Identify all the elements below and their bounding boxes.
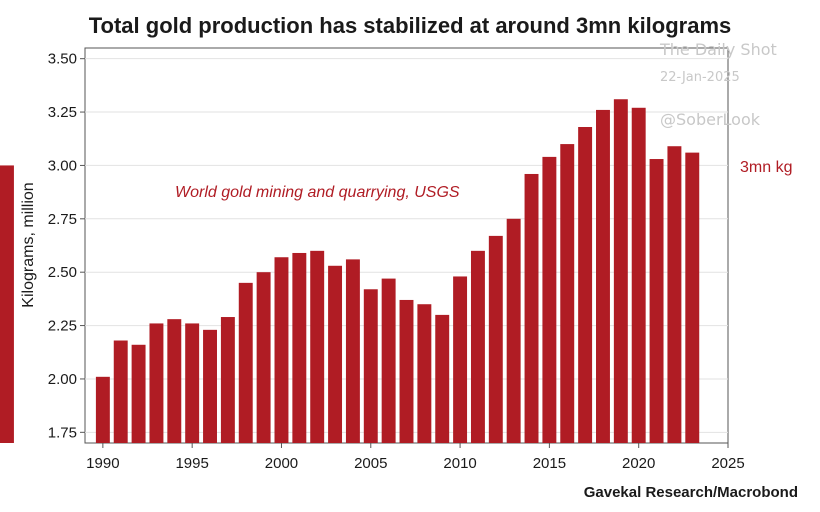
bar-2021 — [649, 159, 664, 443]
x-tick-label: 2000 — [265, 455, 298, 472]
side-label-3mn-kg: 3mn kg — [740, 159, 792, 176]
bar-2011 — [470, 250, 485, 443]
bar-2003 — [328, 265, 343, 443]
bar-2010 — [453, 276, 468, 443]
source-credit: Gavekal Research/Macrobond — [584, 484, 798, 501]
bar-2022 — [667, 146, 682, 443]
bar-2019 — [613, 99, 628, 444]
bar-2017 — [578, 127, 593, 443]
y-tick-label: 3.25 — [48, 104, 77, 121]
bar-2015 — [542, 156, 557, 443]
x-tick-label: 2020 — [622, 455, 655, 472]
bar-2009 — [435, 314, 450, 443]
bar-1992 — [131, 344, 146, 443]
chart-title: Total gold production has stabilized at … — [89, 13, 732, 38]
bar-1990 — [95, 376, 110, 443]
bar-2004 — [345, 259, 360, 443]
bar-2020 — [631, 107, 646, 443]
bar-2014 — [524, 173, 539, 443]
watermark-handle: @SoberLook — [660, 110, 761, 129]
bar-2005 — [363, 289, 378, 443]
bar-1997 — [220, 317, 235, 443]
bar-1998 — [238, 282, 253, 443]
bar-1993 — [149, 323, 164, 443]
bar-2002 — [310, 250, 325, 443]
bar-1991 — [113, 340, 128, 443]
bar-1999 — [256, 272, 271, 443]
bar-2016 — [560, 144, 575, 443]
watermark-title: The Daily Shot — [659, 40, 777, 59]
x-tick-label: 2010 — [443, 455, 476, 472]
x-tick-label: 1990 — [86, 455, 119, 472]
y-axis-ticks: 1.75 2.00 2.25 2.50 2.75 3.00 3.25 3.50 — [48, 51, 85, 441]
x-tick-label: 2005 — [354, 455, 387, 472]
watermark-date: 22-Jan-2025 — [660, 70, 740, 85]
bar-2023 — [685, 152, 700, 443]
y-axis-label: Kilograms, million — [20, 182, 37, 307]
y-tick-label: 2.75 — [48, 211, 77, 228]
bars — [0, 99, 700, 444]
bar-2000 — [274, 257, 289, 443]
bar-1996 — [203, 329, 217, 443]
y-tick-label: 3.50 — [48, 51, 77, 68]
bar-2012 — [488, 235, 503, 443]
bar-2001 — [292, 252, 307, 443]
bar-1994 — [167, 319, 182, 443]
y-tick-label: 2.00 — [48, 371, 77, 388]
x-axis-ticks: 1990 1995 2000 2005 2010 2015 2020 2025 — [86, 443, 745, 472]
bar-2018 — [596, 109, 610, 444]
y-tick-label: 2.25 — [48, 318, 77, 335]
x-tick-label: 2015 — [533, 455, 566, 472]
bar-1995 — [185, 323, 200, 443]
series-annotation: World gold mining and quarrying, USGS — [175, 184, 460, 201]
y-tick-label: 2.50 — [48, 264, 77, 281]
bar-2013 — [506, 218, 521, 443]
bar-2008 — [417, 304, 432, 443]
y-tick-label: 3.00 — [48, 157, 77, 174]
x-tick-label: 2025 — [711, 455, 744, 472]
bar-undefined — [0, 165, 14, 443]
y-tick-label: 1.75 — [48, 424, 77, 441]
x-tick-label: 1995 — [175, 455, 208, 472]
bar-2007 — [399, 299, 414, 443]
bar-2006 — [381, 278, 396, 443]
